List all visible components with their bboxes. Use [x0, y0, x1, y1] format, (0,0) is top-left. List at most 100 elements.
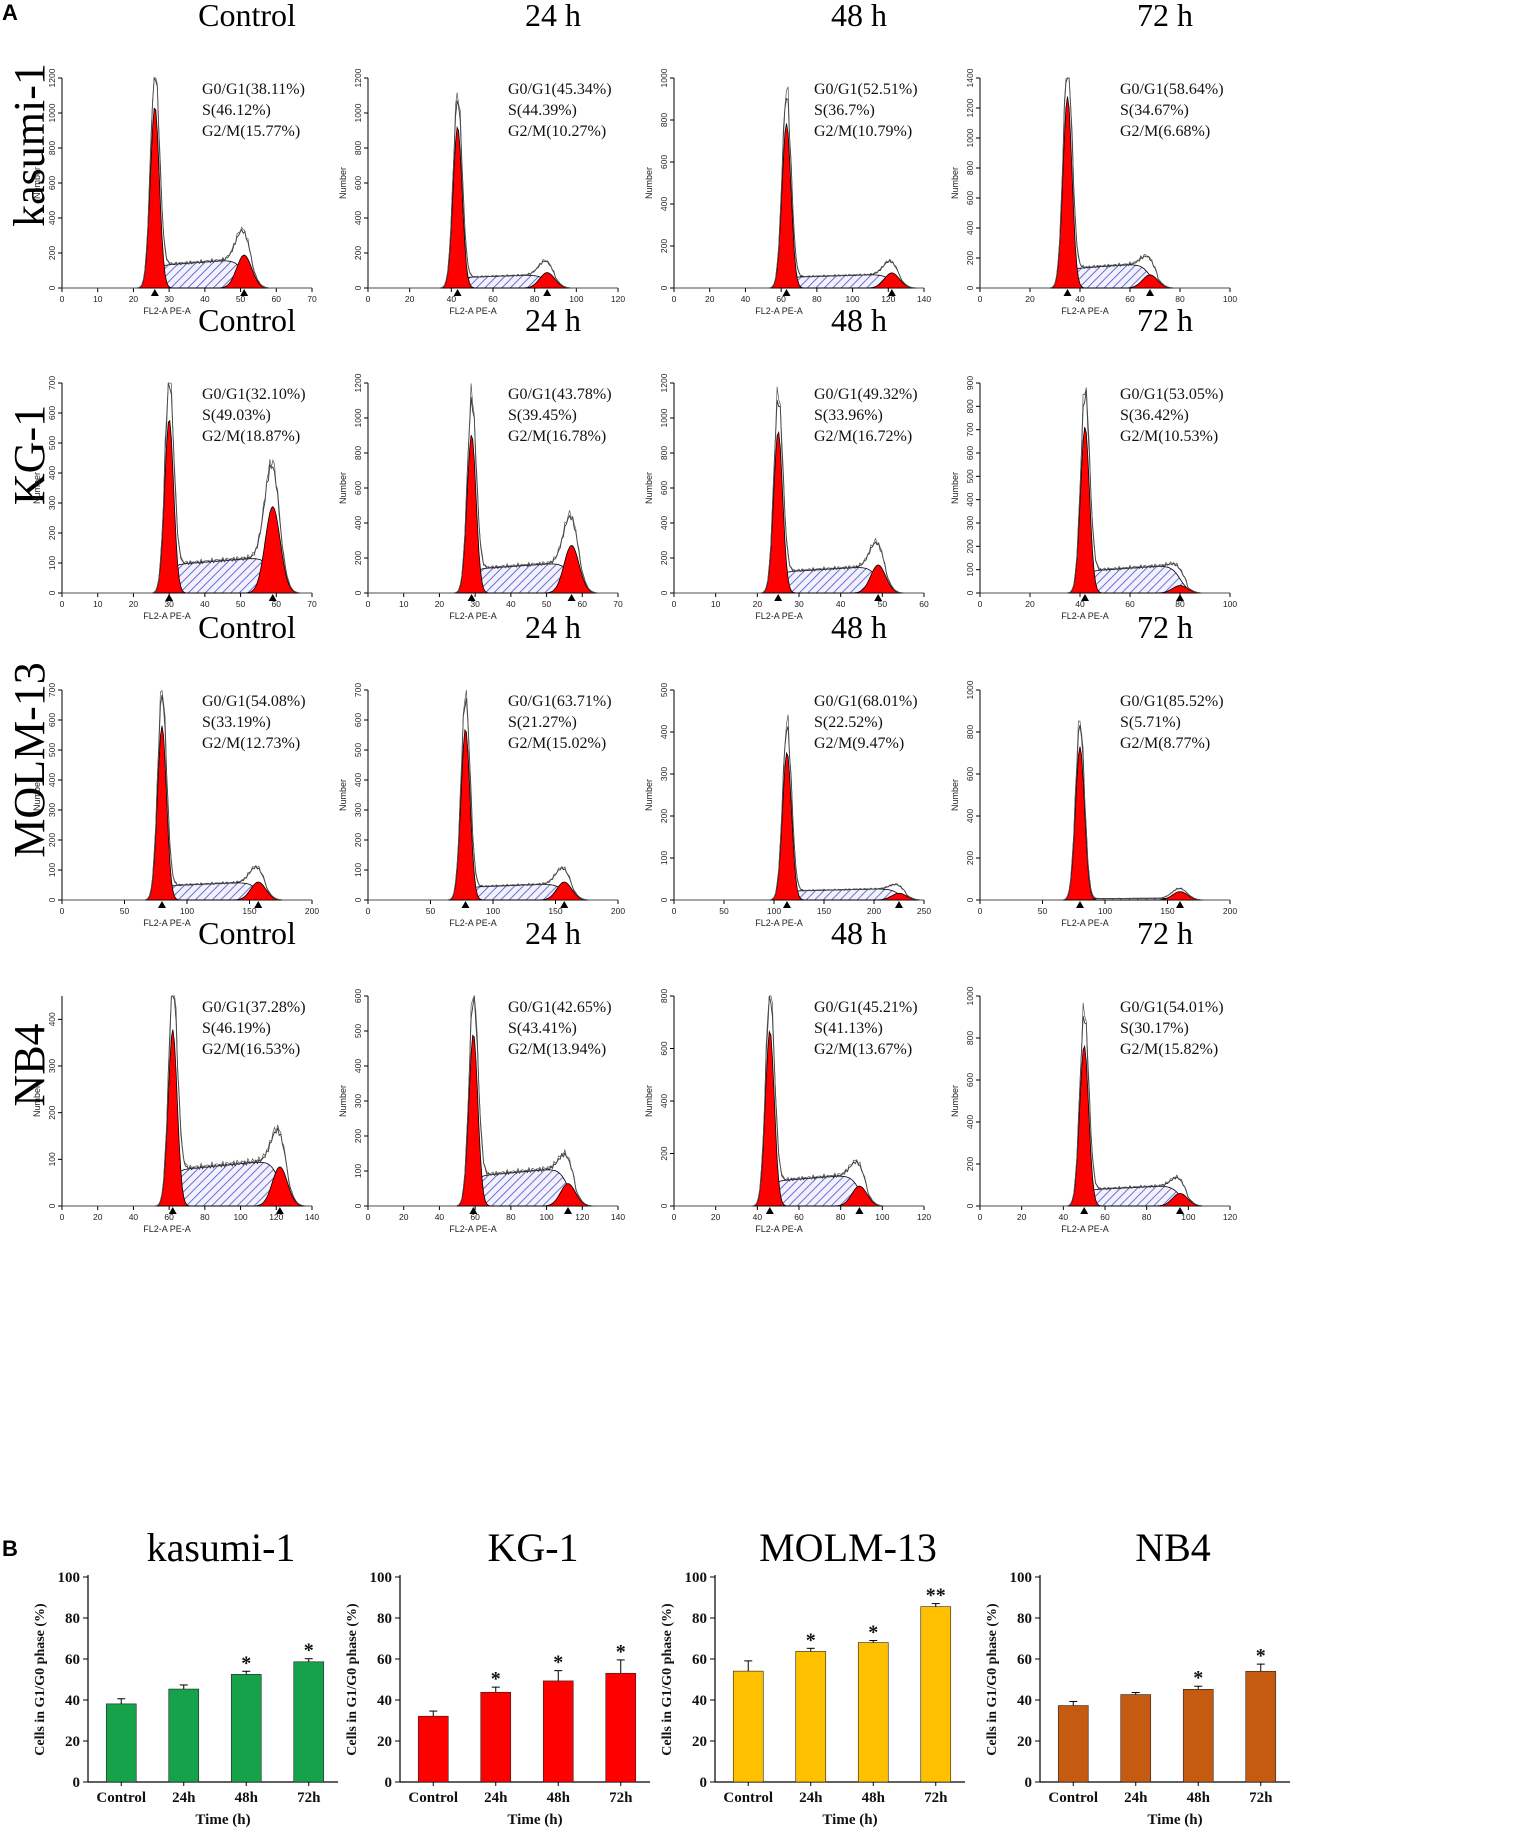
- y-tick-label: 600: [353, 713, 363, 727]
- y-tick-label: 600: [965, 446, 975, 460]
- fit-histogram-line: [980, 77, 1230, 289]
- y-tick-label: 0: [385, 1775, 393, 1791]
- g2-m-marker: [1176, 901, 1184, 908]
- x-tick-label: 100: [1223, 599, 1237, 609]
- fit-histogram-line: [674, 85, 924, 289]
- x-tick-label: 40: [435, 1212, 445, 1222]
- x-tick-label: 72h: [924, 1790, 948, 1806]
- y-tick-label: 0: [353, 590, 363, 595]
- histogram-nb4-1: 24 h 0 20 40 60 80 100 120 140 0 100 200 300 400 500 60…: [338, 915, 625, 1234]
- x-axis-label: FL2-A PE-A: [1061, 1224, 1109, 1234]
- histogram-title: 48 h: [831, 302, 887, 338]
- x-tick-label: 30: [164, 599, 174, 609]
- x-tick-label: 0: [978, 294, 983, 304]
- phase-stat: G0/G1(53.05%): [1120, 386, 1224, 403]
- fit-histogram-line: [674, 714, 925, 901]
- s-phase-area: [980, 566, 1230, 594]
- histogram-title: Control: [198, 302, 296, 338]
- g2-m-marker: [275, 1207, 284, 1214]
- x-tick-label: 20: [1025, 294, 1035, 304]
- y-tick-label: 500: [47, 436, 57, 450]
- y-tick-label: 0: [965, 897, 975, 902]
- significance-marker: *: [304, 1640, 314, 1662]
- x-tick-label: 24h: [799, 1790, 823, 1806]
- x-tick-label: 120: [917, 1212, 931, 1222]
- x-tick-label: 0: [366, 599, 371, 609]
- phase-stat: G2/M(15.82%): [1120, 1041, 1218, 1058]
- phase-stat: G0/G1(52.51%): [814, 81, 918, 98]
- x-tick-label: 0: [978, 1212, 983, 1222]
- y-tick-label: 400: [47, 1012, 57, 1026]
- y-tick-label: 20: [65, 1734, 80, 1750]
- phase-stat: S(43.41%): [508, 1020, 577, 1037]
- phase-stat: S(21.27%): [508, 714, 577, 731]
- y-tick-label: 700: [47, 376, 57, 390]
- y-axis-label: Number: [644, 167, 654, 199]
- phase-stat: S(33.96%): [814, 407, 883, 424]
- y-tick-label: 0: [47, 1203, 57, 1208]
- x-axis-label: FL2-A PE-A: [449, 918, 497, 928]
- x-tick-label: 140: [917, 294, 931, 304]
- g2-m-marker: [567, 594, 576, 601]
- s-phase-area: [980, 264, 1230, 289]
- x-tick-label: 20: [711, 1212, 721, 1222]
- x-tick-label: 0: [60, 294, 65, 304]
- bar-chart-kg-1: KG-1 0 20 40 60 80 100 Cells in G1/G0 phase (%)…: [345, 1525, 650, 1828]
- y-tick-label: 1000: [659, 408, 669, 427]
- y-tick-label: 800: [965, 725, 975, 739]
- bar: [732, 1670, 764, 1783]
- y-tick-label: 0: [659, 590, 669, 595]
- histogram-kg-1-3: 72 h 0 20 40 60 80 100 0 100 200 300 400 500 600 700 80…: [950, 302, 1237, 621]
- x-tick-label: 24h: [484, 1790, 508, 1806]
- y-tick-label: 600: [353, 176, 363, 190]
- x-tick-label: 250: [917, 906, 931, 916]
- x-tick-label: 0: [672, 1212, 677, 1222]
- x-tick-label: 20: [129, 294, 139, 304]
- y-tick-label: 1400: [965, 68, 975, 87]
- y-tick-label: 1000: [353, 408, 363, 427]
- x-tick-label: 60: [919, 599, 929, 609]
- y-tick-label: 200: [965, 539, 975, 553]
- x-tick-label: 0: [672, 294, 677, 304]
- x-tick-label: 140: [305, 1212, 319, 1222]
- y-axis-label: Number: [644, 472, 654, 504]
- x-tick-label: 20: [1025, 599, 1035, 609]
- g2-m-marker: [874, 594, 883, 601]
- y-tick-label: 800: [659, 989, 669, 1003]
- x-tick-label: 72h: [1249, 1790, 1273, 1806]
- y-tick-label: 0: [353, 897, 363, 902]
- y-tick-label: 400: [965, 809, 975, 823]
- y-tick-label: 500: [353, 1024, 363, 1038]
- significance-marker: *: [868, 1622, 878, 1644]
- fit-histogram-line: [62, 382, 312, 594]
- x-tick-label: 70: [613, 599, 623, 609]
- histogram-kasumi-1-0: Control 0 10 20 30 40 50 60 70 0 200 400 600 800 1000 1…: [32, 0, 317, 316]
- x-tick-label: 40: [506, 599, 516, 609]
- phase-stat: S(41.13%): [814, 1020, 883, 1037]
- phase-stat: S(46.12%): [202, 102, 271, 119]
- y-tick-label: 400: [659, 725, 669, 739]
- x-axis-label: FL2-A PE-A: [449, 611, 497, 621]
- y-tick-label: 500: [965, 469, 975, 483]
- g2-m-marker: [560, 901, 569, 908]
- y-tick-label: 300: [47, 496, 57, 510]
- x-axis-label: FL2-A PE-A: [143, 918, 191, 928]
- phase-stat: G0/G1(42.65%): [508, 999, 612, 1016]
- phase-stat: G0/G1(68.01%): [814, 693, 918, 710]
- y-tick-label: 1200: [965, 98, 975, 117]
- y-tick-label: 100: [47, 863, 57, 877]
- x-tick-label: 80: [1175, 599, 1185, 609]
- y-tick-label: 600: [965, 1073, 975, 1087]
- phase-stat: G2/M(10.27%): [508, 123, 606, 140]
- y-tick-label: 1000: [47, 103, 57, 122]
- g2-m-marker: [240, 289, 249, 296]
- phase-stat: G0/G1(32.10%): [202, 386, 306, 403]
- y-tick-label: 1200: [659, 373, 669, 392]
- y-tick-label: 600: [47, 713, 57, 727]
- y-axis-label: Number: [32, 779, 42, 811]
- y-axis-label: Number: [950, 779, 960, 811]
- g2-m-marker: [254, 901, 263, 908]
- total-histogram-line: [980, 77, 1230, 289]
- phase-stat: G2/M(16.53%): [202, 1041, 300, 1058]
- y-tick-label: 100: [47, 1152, 57, 1166]
